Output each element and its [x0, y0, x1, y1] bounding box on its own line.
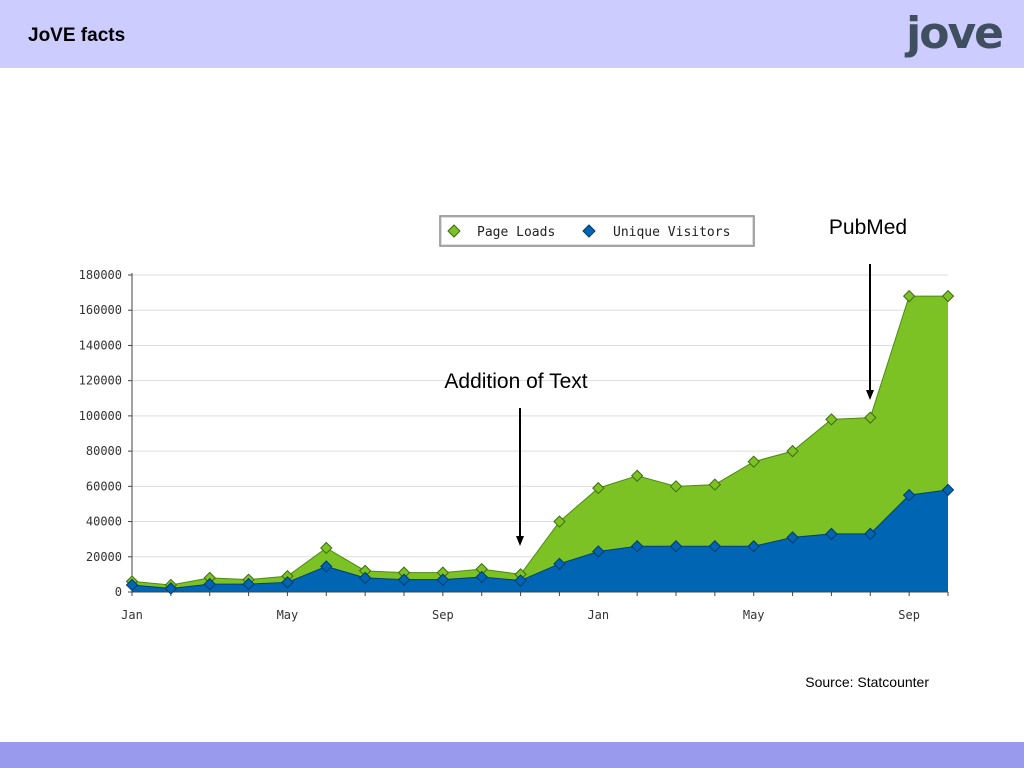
grid-lines: [132, 274, 948, 558]
point-unique-visitors: [164, 582, 178, 595]
point-page-loads: [669, 480, 683, 493]
line-unique-visitors: [131, 489, 949, 589]
point-unique-visitors: [320, 560, 333, 573]
point-unique-visitors: [630, 540, 644, 553]
x-tick-label: May: [743, 608, 765, 622]
annotation-label-pubmed: PubMed: [829, 216, 907, 239]
point-page-loads: [320, 541, 333, 555]
data-points: [125, 289, 955, 595]
x-tick-label: May: [277, 608, 299, 622]
page-title: JoVE facts: [28, 25, 126, 46]
point-unique-visitors: [436, 573, 450, 586]
point-unique-visitors: [125, 578, 139, 592]
footer-bar: [0, 742, 1024, 768]
y-tick-label: 40000: [86, 515, 122, 529]
legend-marker-page-loads: [447, 224, 461, 238]
point-unique-visitors: [242, 577, 255, 591]
point-page-loads: [553, 515, 566, 528]
x-tick-label: Sep: [898, 608, 920, 622]
line-page-loads: [131, 295, 948, 586]
y-tick-label: 140000: [79, 338, 122, 352]
legend-label-page-loads: Page Loads: [477, 225, 555, 240]
point-unique-visitors: [553, 557, 566, 571]
point-unique-visitors: [203, 577, 216, 591]
y-tick-label: 0: [115, 585, 122, 599]
area-page-loads: [132, 296, 948, 592]
point-page-loads: [708, 478, 722, 491]
x-tick-label: Jan: [121, 608, 143, 622]
point-page-loads: [902, 289, 916, 303]
point-page-loads: [592, 481, 605, 495]
point-unique-visitors: [902, 488, 916, 502]
annotation-addition-of-text: Addition of Text: [444, 370, 588, 546]
legend-marker-unique-visitors: [582, 224, 596, 238]
jove-logo: jove: [906, 8, 1004, 59]
annotation-label-addition-of-text: Addition of Text: [444, 370, 587, 393]
header-bar: [0, 0, 1024, 68]
point-page-loads: [825, 413, 838, 426]
point-unique-visitors: [708, 540, 722, 553]
point-unique-visitors: [786, 531, 799, 544]
axes: 0 20000 40000 60000 80000 100000 120000 140000 1…: [79, 268, 949, 622]
point-page-loads: [941, 289, 955, 303]
point-unique-visitors: [397, 573, 411, 586]
point-unique-visitors: [592, 545, 605, 558]
x-tick-label: Sep: [432, 608, 454, 622]
point-unique-visitors: [825, 527, 838, 541]
y-tick-label: 60000: [86, 479, 122, 493]
point-unique-visitors: [941, 483, 955, 497]
point-page-loads: [630, 469, 644, 482]
point-unique-visitors: [864, 527, 877, 541]
y-tick-label: 160000: [79, 303, 122, 317]
annotation-pubmed: PubMed: [829, 216, 907, 400]
legend-box: [439, 215, 755, 247]
y-tick-label: 120000: [79, 374, 122, 388]
point-unique-visitors: [281, 576, 294, 589]
area-unique-visitors: [132, 489, 948, 592]
legend: Page Loads Unique Visitors: [439, 215, 755, 247]
point-unique-visitors: [669, 540, 683, 553]
x-tick-label: Jan: [587, 608, 609, 622]
y-tick-label: 180000: [79, 268, 122, 282]
y-tick-label: 100000: [79, 409, 122, 423]
y-tick-label: 80000: [86, 444, 122, 458]
series-areas: [131, 295, 949, 592]
source-caption: Source: Statcounter: [805, 674, 929, 690]
point-page-loads: [747, 455, 760, 468]
point-unique-visitors: [475, 570, 488, 584]
point-unique-visitors: [514, 574, 527, 587]
point-page-loads: [786, 444, 799, 458]
point-page-loads: [864, 411, 877, 424]
point-unique-visitors: [747, 540, 760, 553]
legend-label-unique-visitors: Unique Visitors: [613, 225, 730, 240]
point-unique-visitors: [358, 571, 372, 585]
y-tick-label: 20000: [86, 550, 122, 564]
